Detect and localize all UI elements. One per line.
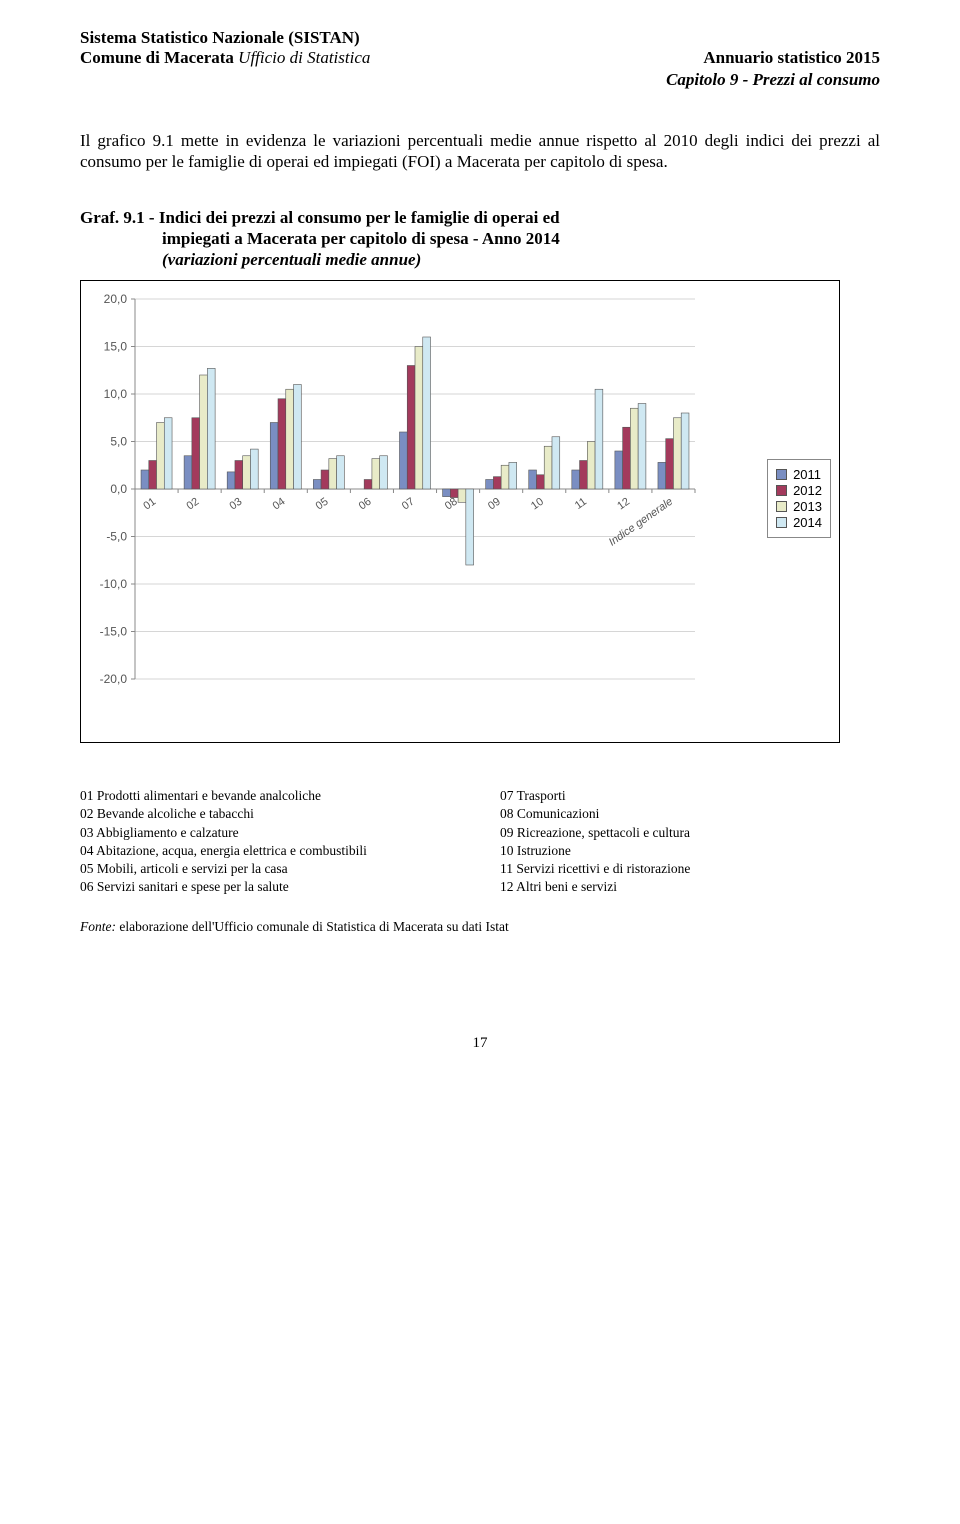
legend-swatch — [776, 485, 787, 496]
chart-title-line2: impiegati a Macerata per capitolo di spe… — [80, 228, 880, 249]
legend-label: 2013 — [793, 499, 822, 514]
chart-plot: -20,0 -15,0 -10,0 -5,0 0,0 5,0 10,0 15,0 20,0 01 0… — [89, 289, 759, 734]
legend-label: 2011 — [793, 467, 821, 482]
header-line2: Comune di Macerata Ufficio di Statistica… — [80, 48, 880, 68]
svg-text:10,0: 10,0 — [104, 387, 128, 401]
chart-title-line3: (variazioni percentuali medie annue) — [80, 249, 880, 270]
svg-text:11: 11 — [573, 496, 589, 512]
chart-title-line1: Indici dei prezzi al consumo per le fami… — [159, 208, 560, 227]
category-item: 07 Trasporti — [500, 787, 880, 805]
page: Sistema Statistico Nazionale (SISTAN) Co… — [0, 0, 960, 1092]
category-item: 06 Servizi sanitari e spese per la salut… — [80, 878, 460, 896]
svg-text:5,0: 5,0 — [110, 435, 127, 449]
chart-title-prefix: Graf. 9.1 - — [80, 208, 159, 227]
svg-text:0,0: 0,0 — [110, 482, 127, 496]
header-right: Annuario statistico 2015 — [703, 48, 880, 68]
legend-swatch — [776, 517, 787, 528]
page-number: 17 — [80, 1035, 880, 1052]
legend-item: 2014 — [776, 515, 822, 530]
svg-text:12: 12 — [615, 496, 632, 513]
chart-title: Graf. 9.1 - Indici dei prezzi al consumo… — [80, 207, 880, 271]
category-item: 05 Mobili, articoli e servizi per la cas… — [80, 860, 460, 878]
svg-text:04: 04 — [271, 496, 288, 513]
page-header: Sistema Statistico Nazionale (SISTAN) Co… — [80, 28, 880, 90]
svg-text:01: 01 — [141, 496, 158, 513]
source-text: elaborazione dell'Ufficio comunale di St… — [119, 919, 508, 934]
legend-item: 2013 — [776, 499, 822, 514]
svg-text:06: 06 — [357, 496, 374, 513]
legend-label: 2014 — [793, 515, 822, 530]
header-line1: Sistema Statistico Nazionale (SISTAN) — [80, 28, 880, 48]
legend-item: 2011 — [776, 467, 822, 482]
svg-text:15,0: 15,0 — [104, 340, 128, 354]
intro-paragraph: Il grafico 9.1 mette in evidenza le vari… — [80, 130, 880, 173]
svg-text:-20,0: -20,0 — [100, 672, 128, 686]
chart-frame: -20,0 -15,0 -10,0 -5,0 0,0 5,0 10,0 15,0 20,0 01 0… — [80, 280, 840, 743]
svg-text:-10,0: -10,0 — [100, 577, 128, 591]
svg-text:02: 02 — [184, 496, 201, 513]
svg-text:09: 09 — [486, 496, 503, 513]
header-left-bold: Comune di Macerata — [80, 48, 238, 67]
svg-text:10: 10 — [529, 496, 546, 513]
category-item: 09 Ricreazione, spettacoli e cultura — [500, 824, 880, 842]
category-column-left: 01 Prodotti alimentari e bevande analcol… — [80, 787, 460, 896]
source-label: Fonte: — [80, 919, 119, 934]
category-item: 11 Servizi ricettivi e di ristorazione — [500, 860, 880, 878]
svg-text:05: 05 — [314, 496, 331, 513]
header-subtitle: Capitolo 9 - Prezzi al consumo — [80, 70, 880, 90]
header-left: Comune di Macerata Ufficio di Statistica — [80, 48, 370, 68]
svg-text:-15,0: -15,0 — [100, 625, 128, 639]
legend-item: 2012 — [776, 483, 822, 498]
category-item: 01 Prodotti alimentari e bevande analcol… — [80, 787, 460, 805]
category-item: 08 Comunicazioni — [500, 805, 880, 823]
category-item: 04 Abitazione, acqua, energia elettrica … — [80, 842, 460, 860]
category-legend: 01 Prodotti alimentari e bevande analcol… — [80, 787, 880, 896]
svg-text:08: 08 — [443, 496, 460, 513]
category-item: 12 Altri beni e servizi — [500, 878, 880, 896]
category-item: 02 Bevande alcoliche e tabacchi — [80, 805, 460, 823]
category-item: 10 Istruzione — [500, 842, 880, 860]
chart-legend: 2011201220132014 — [767, 459, 831, 538]
header-left-italic: Ufficio di Statistica — [238, 48, 370, 67]
category-column-right: 07 Trasporti08 Comunicazioni09 Ricreazio… — [500, 787, 880, 896]
svg-text:20,0: 20,0 — [104, 292, 128, 306]
svg-text:03: 03 — [227, 496, 244, 513]
legend-swatch — [776, 501, 787, 512]
legend-swatch — [776, 469, 787, 480]
category-item: 03 Abbigliamento e calzature — [80, 824, 460, 842]
svg-text:07: 07 — [400, 496, 417, 513]
bar-chart-svg: -20,0 -15,0 -10,0 -5,0 0,0 5,0 10,0 15,0 20,0 01 0… — [89, 289, 709, 729]
legend-label: 2012 — [793, 483, 822, 498]
svg-text:-5,0: -5,0 — [106, 530, 127, 544]
source-note: Fonte: elaborazione dell'Ufficio comunal… — [80, 919, 880, 935]
